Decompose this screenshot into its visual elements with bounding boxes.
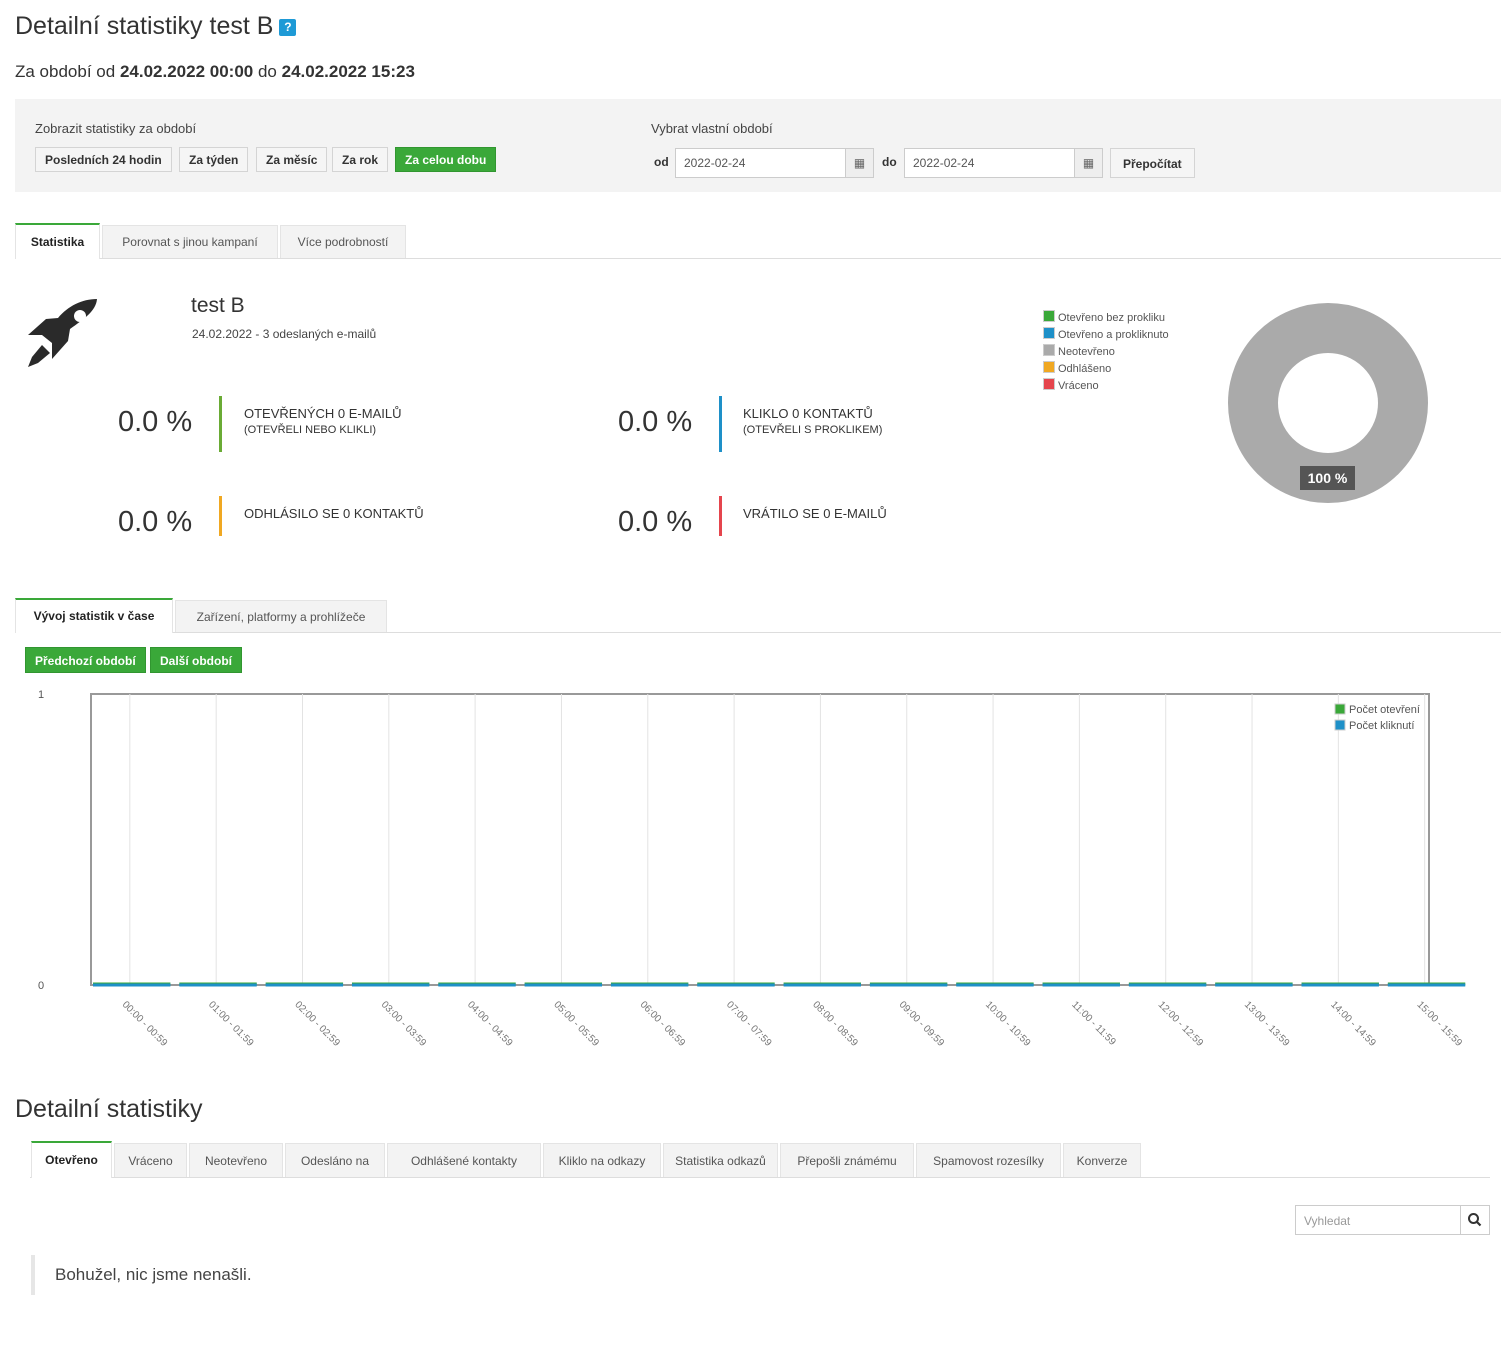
legend-bounced: Vráceno [1043, 378, 1099, 392]
legend-opened-no-click: Otevřeno bez prokliku [1043, 310, 1165, 324]
tab-compare[interactable]: Porovnat s jinou kampaní [102, 225, 278, 258]
bounced-label: VRÁTILO SE 0 E-MAILŮ [743, 506, 887, 521]
x-tick-label: 15:00 - 15:59 [1415, 999, 1465, 1049]
year-button[interactable]: Za rok [332, 147, 389, 172]
detail-tab[interactable]: Spamovost rozesílky [916, 1143, 1061, 1177]
x-tick-label: 05:00 - 05:59 [551, 999, 601, 1049]
detail-tab[interactable]: Konverze [1063, 1143, 1141, 1177]
tab-timeline[interactable]: Vývoj statistik v čase [15, 598, 173, 633]
detail-tab[interactable]: Vráceno [114, 1143, 187, 1177]
x-tick-label: 00:00 - 00:59 [120, 999, 170, 1049]
x-tick-label: 04:00 - 04:59 [465, 999, 515, 1049]
x-tick-label: 14:00 - 14:59 [1328, 999, 1378, 1049]
x-tick-label: 10:00 - 10:59 [983, 999, 1033, 1049]
x-tick-label: 08:00 - 08:59 [810, 999, 860, 1049]
from-label: od [654, 155, 669, 169]
tab-statistika[interactable]: Statistika [15, 223, 100, 259]
detail-tab[interactable]: Odesláno na [285, 1143, 385, 1177]
detail-section-title: Detailní statistiky [15, 1095, 203, 1123]
period-info: Za období od 24.02.2022 00:00 do 24.02.2… [15, 62, 415, 81]
opened-label: OTEVŘENÝCH 0 E-MAILŮ (OTEVŘELI NEBO KLIKL… [244, 406, 402, 436]
clicked-percent: 0.0 % [618, 406, 693, 438]
donut-label: 100 % [1300, 466, 1355, 490]
x-tick-label: 09:00 - 09:59 [897, 999, 947, 1049]
x-tick-label: 13:00 - 13:59 [1242, 999, 1292, 1049]
previous-period-button[interactable]: Předchozí období [25, 647, 146, 673]
search-button[interactable] [1460, 1205, 1490, 1235]
tabs-divider [15, 258, 1501, 259]
date-from-input[interactable]: 2022-02-24 [675, 148, 846, 178]
x-tick-label: 07:00 - 07:59 [724, 999, 774, 1049]
legend-swatch [1334, 703, 1346, 715]
tab-more-details[interactable]: Více podrobností [280, 225, 406, 258]
detail-tab[interactable]: Kliklo na odkazy [543, 1143, 661, 1177]
x-tick-label: 02:00 - 02:59 [292, 999, 342, 1049]
donut-slice-unopened [1228, 303, 1428, 503]
chart-tabs-divider [15, 632, 1501, 633]
detail-tab[interactable]: Neotevřeno [189, 1143, 283, 1177]
legend-swatch [1334, 719, 1346, 731]
last-24h-button[interactable]: Posledních 24 hodin [35, 147, 172, 172]
next-period-button[interactable]: Další období [150, 647, 242, 673]
help-icon[interactable]: ? [279, 19, 297, 36]
custom-period-label: Vybrat vlastní období [651, 121, 773, 136]
bounced-percent: 0.0 % [618, 506, 693, 538]
x-tick-label: 06:00 - 06:59 [638, 999, 688, 1049]
legend-label: Počet otevření [1349, 704, 1420, 716]
plot-area [90, 693, 1430, 986]
unsubscribed-percent: 0.0 % [118, 506, 193, 538]
x-tick-label: 01:00 - 01:59 [206, 999, 256, 1049]
x-tick-label: 03:00 - 03:59 [379, 999, 429, 1049]
campaign-name: test B [191, 294, 245, 317]
timeline-chart: 1 0 00:00 - 00:59 01:00 - 01:59 02:00 - 02:5… [38, 689, 1466, 1049]
search-icon [1468, 1213, 1482, 1227]
opened-percent: 0.0 % [118, 406, 193, 438]
tab-devices[interactable]: Zařízení, platformy a prohlížeče [175, 600, 387, 632]
to-label: do [882, 155, 897, 169]
show-period-label: Zobrazit statistiky za období [35, 121, 197, 136]
unsubscribed-label: ODHLÁSILO SE 0 KONTAKTŮ [244, 506, 424, 521]
x-tick-label: 11:00 - 11:59 [1069, 999, 1118, 1048]
detail-tab[interactable]: Přepošli známému [780, 1143, 914, 1177]
calendar-icon[interactable]: ▦ [845, 148, 874, 178]
unsubscribed-bar [219, 496, 222, 536]
detail-tabs-divider [30, 1177, 1490, 1178]
detail-tab[interactable]: Statistika odkazů [663, 1143, 778, 1177]
y-tick-label: 1 [38, 689, 44, 701]
campaign-info: 24.02.2022 - 3 odeslaných e-mailů [192, 327, 377, 341]
calendar-icon[interactable]: ▦ [1074, 148, 1103, 178]
legend-unopened: Neotevřeno [1043, 344, 1115, 358]
clicked-bar [719, 396, 722, 452]
y-tick-label: 0 [38, 980, 44, 992]
x-tick-label: 12:00 - 12:59 [1156, 999, 1206, 1049]
search-input[interactable]: Vyhledat [1295, 1205, 1461, 1235]
legend-unsubscribed: Odhlášeno [1043, 361, 1111, 375]
detail-tab[interactable]: Otevřeno [31, 1141, 112, 1178]
detail-tab[interactable]: Odhlášené kontakty [387, 1143, 541, 1177]
month-button[interactable]: Za měsíc [256, 147, 328, 172]
period-filter-panel [15, 99, 1501, 192]
rocket-icon [28, 299, 97, 367]
date-to-input[interactable]: 2022-02-24 [904, 148, 1075, 178]
legend-opened-clicked: Otevřeno a prokliknuto [1043, 327, 1169, 341]
page-title: Detailní statistiky test B? [15, 12, 297, 41]
bounced-bar [719, 496, 722, 536]
clicked-label: KLIKLO 0 KONTAKTŮ (OTEVŘELI S PROKLIKEM) [743, 406, 883, 436]
legend-label: Počet kliknutí [1349, 720, 1414, 732]
all-time-button[interactable]: Za celou dobu [395, 147, 497, 172]
week-button[interactable]: Za týden [179, 147, 249, 172]
recalculate-button[interactable]: Přepočítat [1110, 148, 1195, 178]
opened-bar [219, 396, 222, 452]
empty-result-message: Bohužel, nic jsme nenašli. [31, 1255, 252, 1295]
